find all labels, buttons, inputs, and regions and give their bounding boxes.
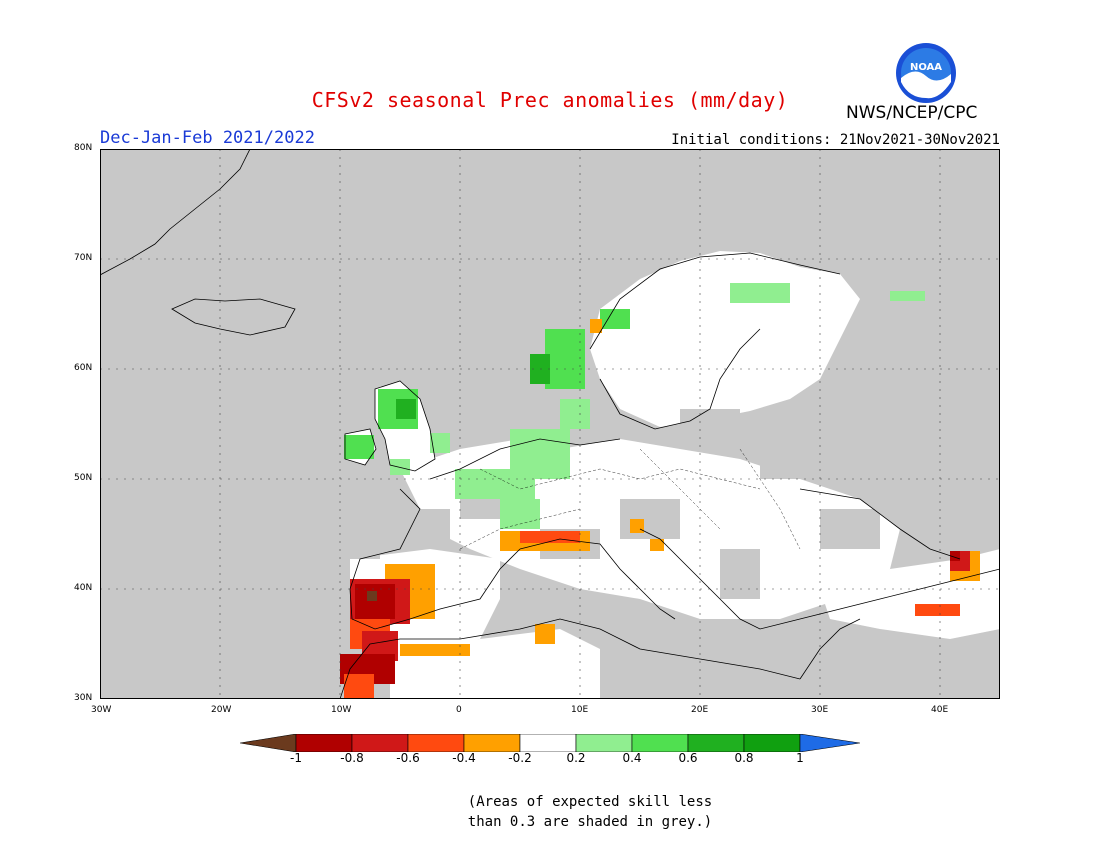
skill-note-line-1: (Areas of expected skill less bbox=[467, 794, 713, 810]
lat-label-30n: 30N bbox=[74, 693, 93, 703]
lat-label-50n: 50N bbox=[74, 473, 93, 483]
anomaly-map bbox=[99, 148, 1001, 700]
colorbar-label: 1 bbox=[796, 751, 804, 765]
lon-label-20e: 20E bbox=[691, 705, 709, 715]
map-title: CFSv2 seasonal Prec anomalies (mm/day) bbox=[311, 88, 789, 112]
agency-label: NWS/NCEP/CPC bbox=[846, 103, 978, 123]
colorbar bbox=[239, 733, 861, 753]
lon-label-10e: 10E bbox=[571, 705, 589, 715]
season-label: Dec-Jan-Feb 2021/2022 bbox=[100, 128, 315, 148]
colorbar-label: -0.2 bbox=[508, 751, 532, 765]
initial-conditions-label: Initial conditions: 21Nov2021-30Nov2021 bbox=[671, 132, 1000, 148]
colorbar-label: 0.4 bbox=[622, 751, 642, 765]
colorbar-label: -0.8 bbox=[340, 751, 364, 765]
svg-text:NOAA: NOAA bbox=[910, 62, 942, 73]
lat-label-40n: 40N bbox=[74, 583, 93, 593]
lat-label-80n: 80N bbox=[74, 143, 93, 153]
lon-label-40e: 40E bbox=[931, 705, 949, 715]
colorbar-label: 0.2 bbox=[566, 751, 586, 765]
lon-label-30e: 30E bbox=[811, 705, 829, 715]
colorbar-svg bbox=[239, 733, 861, 753]
colorbar-label: -0.6 bbox=[396, 751, 420, 765]
skill-note-line-2: than 0.3 are shaded in grey.) bbox=[467, 814, 713, 830]
lat-label-70n: 70N bbox=[74, 253, 93, 263]
colorbar-label: -0.4 bbox=[452, 751, 476, 765]
noaa-logo: NOAA bbox=[895, 42, 957, 104]
colorbar-label: 0.8 bbox=[734, 751, 754, 765]
lon-label-10w: 10W bbox=[331, 705, 352, 715]
map-svg bbox=[99, 148, 1001, 700]
lat-label-60n: 60N bbox=[74, 363, 93, 373]
colorbar-label: 0.6 bbox=[678, 751, 698, 765]
lon-label-0: 0 bbox=[456, 705, 462, 715]
lon-label-20w: 20W bbox=[211, 705, 232, 715]
colorbar-label: -1 bbox=[290, 751, 302, 765]
lon-label-30w: 30W bbox=[91, 705, 112, 715]
skill-note: (Areas of expected skill less than 0.3 a… bbox=[440, 792, 740, 832]
